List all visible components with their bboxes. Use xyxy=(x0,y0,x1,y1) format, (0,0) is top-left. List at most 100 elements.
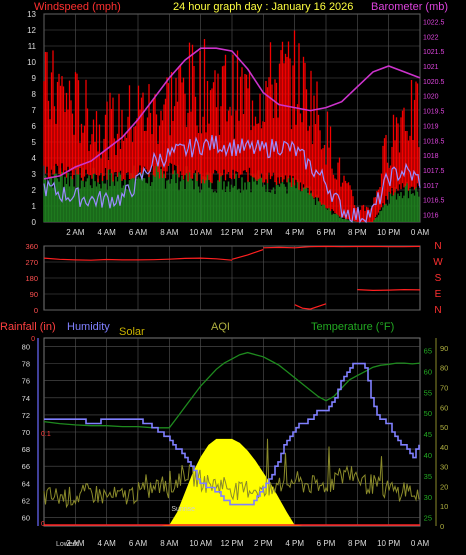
wind-tick-label: 1 xyxy=(32,202,37,211)
wind-tick-label: 10 xyxy=(27,58,36,67)
wind-direction-trace xyxy=(263,245,421,249)
barometer-tick-label: 1018 xyxy=(423,153,439,160)
time-tick-label: 2 PM xyxy=(254,228,273,237)
wind-tick-label: 8 xyxy=(32,90,37,99)
compass-label: E xyxy=(435,289,442,300)
temperature-tick-label: 35 xyxy=(424,472,432,481)
humidity-tick-label: 78 xyxy=(22,360,30,369)
humidity-tick-label: 66 xyxy=(22,462,30,471)
humidity-tick-label: 64 xyxy=(22,479,30,488)
time-tick-label: 8 PM xyxy=(348,539,367,548)
humidity-heading: Humidity xyxy=(67,321,110,333)
barometer-tick-label: 1017.5 xyxy=(423,168,445,175)
direction-tick-label: 90 xyxy=(30,290,38,299)
wind-tick-label: 5 xyxy=(32,138,37,147)
wind-tick-label: 9 xyxy=(32,74,37,83)
wind-tick-label: 6 xyxy=(32,122,37,131)
time-tick-label: 8 AM xyxy=(160,539,179,548)
time-tick-label: 8 AM xyxy=(160,228,179,237)
time-tick-label: 10 AM xyxy=(189,539,212,548)
weather-axes: 606264666870727476788000.102530354045505… xyxy=(22,336,449,548)
barometer-tick-label: 1016 xyxy=(423,213,439,220)
solar-area xyxy=(44,438,420,526)
direction-tick-label: 270 xyxy=(25,258,38,267)
humidity-tick-label: 60 xyxy=(22,513,30,522)
solar-tick-label: 60 xyxy=(440,403,448,412)
compass-label: N xyxy=(434,305,441,316)
temperature-tick-label: 50 xyxy=(424,409,432,418)
humidity-tick-label: 72 xyxy=(22,411,30,420)
wind-tick-label: 13 xyxy=(27,10,36,19)
direction-tick-label: 180 xyxy=(25,274,38,283)
time-tick-label: 8 PM xyxy=(348,228,367,237)
barometer-line xyxy=(43,47,421,180)
time-tick-label: 4 AM xyxy=(98,539,117,548)
rain-tick-label: 0 xyxy=(31,336,35,343)
barometer-tick-label: 1019.5 xyxy=(423,109,445,116)
barometer-axis-title: Barometer (mb) xyxy=(371,1,448,13)
wind-tick-label: 4 xyxy=(32,154,37,163)
wind-direction-trace xyxy=(357,288,421,292)
temperature-tick-label: 60 xyxy=(424,367,432,376)
barometer-tick-label: 1019 xyxy=(423,123,439,130)
barometer-tick-label: 1021 xyxy=(423,64,439,71)
wind-tick-label: 3 xyxy=(32,170,37,179)
humidity-tick-label: 80 xyxy=(22,343,30,352)
wind-tick-label: 12 xyxy=(27,26,36,35)
wind-tick-label: 2 xyxy=(32,186,37,195)
wind-tick-label: 0 xyxy=(32,218,37,227)
direction-tick-label: 0 xyxy=(34,306,38,315)
wind-direction-marks xyxy=(43,245,421,310)
temperature-tick-label: 25 xyxy=(424,514,432,523)
chart-title: 24 hour graph day : January 16 2026 xyxy=(173,1,353,13)
humidity-tick-label: 74 xyxy=(22,394,30,403)
sunrise-label: Sunrise xyxy=(171,506,195,513)
solar-tick-label: 40 xyxy=(440,443,448,452)
solar-tick-label: 20 xyxy=(440,482,448,491)
humidity-tick-label: 62 xyxy=(22,496,30,505)
temperature-heading: Temperature (°F) xyxy=(311,321,394,333)
time-tick-label: 4 AM xyxy=(98,228,117,237)
rainfall-heading: Rainfall (in) xyxy=(0,321,56,333)
rain-tick-label: 0 xyxy=(41,521,45,528)
temperature-line xyxy=(43,351,421,429)
humidity-tick-label: 70 xyxy=(22,428,30,437)
time-tick-label: 6 AM xyxy=(129,228,148,237)
temperature-tick-label: 40 xyxy=(424,451,432,460)
wind-average-line xyxy=(43,135,421,224)
barometer-tick-label: 1020.5 xyxy=(423,79,445,86)
humidity-tick-label: 76 xyxy=(22,377,30,386)
compass-label: S xyxy=(435,273,442,284)
compass-label: N xyxy=(434,241,441,252)
time-tick-label: 2 PM xyxy=(254,539,273,548)
wind-direction-trace xyxy=(43,257,233,261)
wind-tick-label: 7 xyxy=(32,106,37,115)
solar-heading: Solar xyxy=(119,326,145,338)
solar-tick-label: 50 xyxy=(440,423,448,432)
humidity-tick-label: 68 xyxy=(22,445,30,454)
wind-direction-trace xyxy=(294,303,327,310)
temperature-tick-label: 30 xyxy=(424,493,432,502)
time-tick-label: 12 PM xyxy=(220,539,243,548)
time-tick-label: 4 PM xyxy=(285,539,304,548)
solar-tick-label: 10 xyxy=(440,502,448,511)
barometer-tick-label: 1016.5 xyxy=(423,198,445,205)
solar-tick-label: 0 xyxy=(440,522,444,531)
lowest-label: Lowest xyxy=(56,541,78,548)
time-tick-label: 4 PM xyxy=(285,228,304,237)
temperature-tick-label: 65 xyxy=(424,347,432,356)
wind-baro-axes: 01234567891011121310161016.510171017.510… xyxy=(27,10,444,237)
compass-label: W xyxy=(433,257,443,268)
barometer-tick-label: 1018.5 xyxy=(423,138,445,145)
temperature-tick-label: 45 xyxy=(424,430,432,439)
barometer-tick-label: 1022.5 xyxy=(423,19,445,26)
time-tick-label: 10 AM xyxy=(189,228,212,237)
barometer-tick-label: 1017 xyxy=(423,183,439,190)
rain-tick-label: 0.1 xyxy=(41,431,51,438)
time-tick-label: 12 PM xyxy=(220,228,243,237)
wind-baro-marks xyxy=(43,30,421,224)
time-tick-label: 2 AM xyxy=(66,539,85,548)
time-tick-label: 10 PM xyxy=(377,539,400,548)
